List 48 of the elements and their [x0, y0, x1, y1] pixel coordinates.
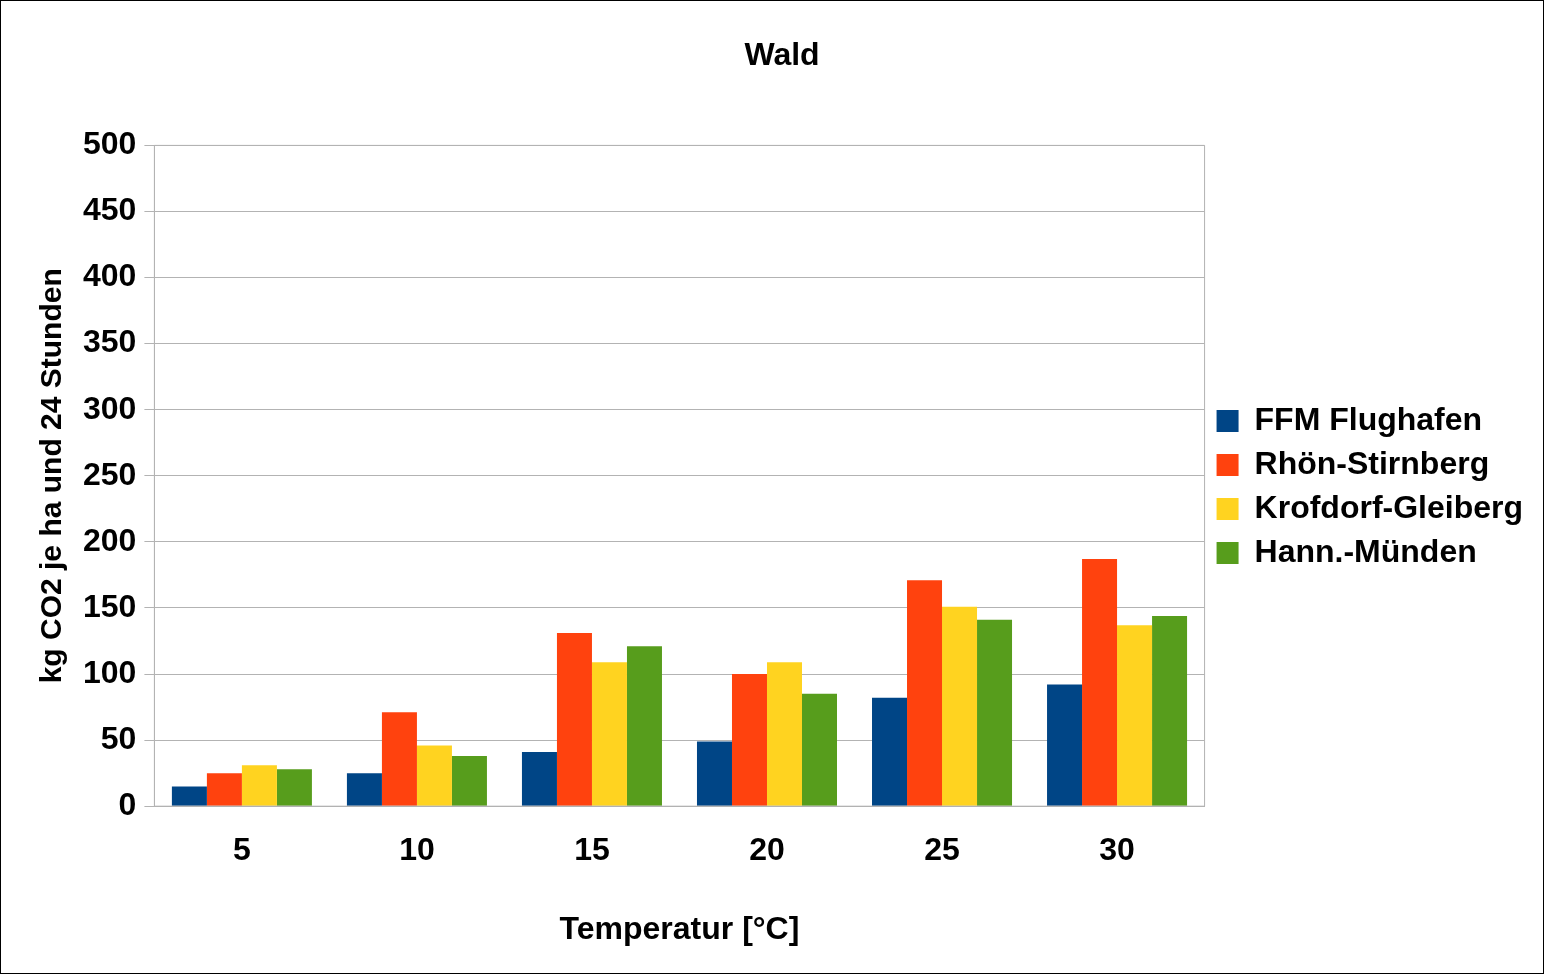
y-tick-label: 100 [83, 653, 137, 690]
bar [276, 769, 312, 806]
y-tick-label: 250 [83, 455, 137, 492]
bar [416, 745, 452, 806]
x-tick-label: 20 [749, 831, 785, 868]
x-tick-label: 25 [924, 831, 960, 868]
y-tick-label: 300 [83, 389, 137, 426]
bar [626, 646, 662, 806]
legend-label: Rhön-Stirnberg [1254, 444, 1490, 481]
bar [206, 773, 242, 806]
bar [872, 697, 908, 806]
legend-label: Hann.-Münden [1254, 532, 1477, 569]
bar [1117, 625, 1153, 806]
y-tick-label: 150 [83, 587, 137, 624]
bar [1047, 684, 1083, 806]
x-tick-label: 15 [574, 831, 610, 868]
x-axis-title: Temperatur [°C] [559, 909, 800, 946]
bar [1152, 615, 1188, 806]
bar [556, 633, 592, 806]
bar [731, 674, 767, 806]
y-tick-label: 500 [83, 125, 137, 162]
bar [696, 741, 732, 806]
x-tick-label: 30 [1099, 831, 1135, 868]
legend-label: Krofdorf-Gleiberg [1254, 488, 1523, 525]
legend-label: FFM Flughafen [1254, 400, 1483, 437]
y-tick-label: 450 [83, 191, 137, 228]
bar [1082, 559, 1118, 806]
y-tick-label: 0 [118, 786, 137, 823]
chart-title: Wald [744, 36, 820, 73]
y-tick-label: 50 [100, 719, 137, 756]
y-tick-label: 200 [83, 521, 137, 558]
y-tick-label: 350 [83, 323, 137, 360]
bar [942, 606, 978, 806]
bar [907, 580, 943, 806]
bar [521, 752, 557, 806]
bar [977, 619, 1013, 806]
bar [802, 693, 837, 806]
bar [171, 786, 207, 806]
y-axis-title: kg CO2 je ha und 24 Stunden [34, 268, 68, 684]
x-tick-label: 5 [233, 831, 251, 868]
bar [381, 712, 417, 806]
y-tick-label: 400 [83, 257, 137, 294]
bar [451, 755, 487, 806]
bar [346, 773, 382, 806]
bar [241, 765, 277, 806]
bar [591, 662, 627, 806]
x-tick-label: 10 [399, 831, 435, 868]
bar [766, 662, 802, 806]
